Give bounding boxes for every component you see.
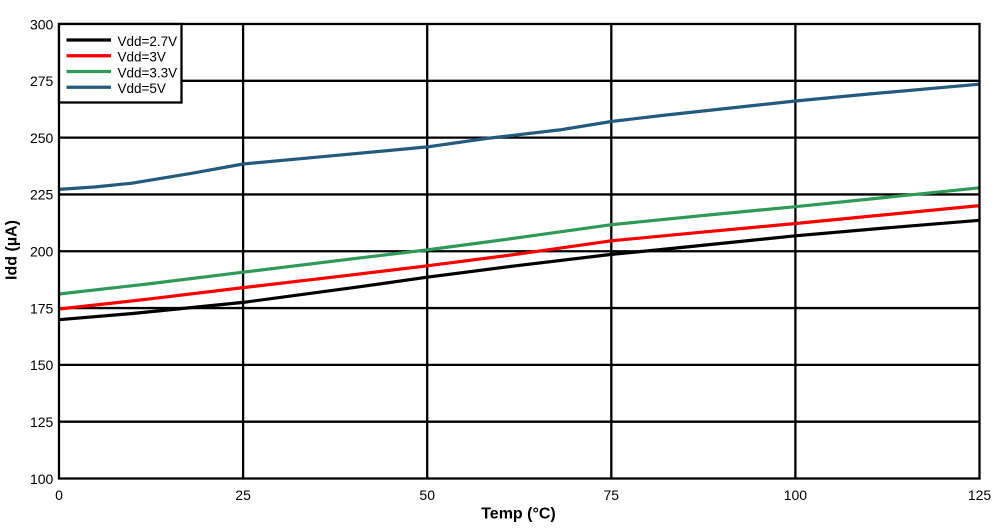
svg-text:200: 200 bbox=[30, 244, 54, 260]
svg-text:250: 250 bbox=[30, 130, 54, 146]
svg-text:50: 50 bbox=[419, 487, 435, 503]
svg-text:25: 25 bbox=[235, 487, 251, 503]
svg-text:100: 100 bbox=[784, 487, 808, 503]
svg-text:275: 275 bbox=[30, 73, 54, 89]
svg-text:0: 0 bbox=[55, 487, 63, 503]
svg-text:125: 125 bbox=[968, 487, 992, 503]
svg-text:Vdd=3.3V: Vdd=3.3V bbox=[118, 65, 178, 80]
svg-text:Idd (µA): Idd (µA) bbox=[4, 220, 21, 280]
svg-text:125: 125 bbox=[30, 414, 54, 430]
svg-text:Vdd=5V: Vdd=5V bbox=[118, 81, 166, 96]
svg-text:Vdd=2.7V: Vdd=2.7V bbox=[118, 34, 178, 49]
svg-text:175: 175 bbox=[30, 300, 54, 316]
svg-text:Temp (°C): Temp (°C) bbox=[481, 506, 556, 523]
svg-text:150: 150 bbox=[30, 357, 54, 373]
svg-text:225: 225 bbox=[30, 187, 54, 203]
svg-text:75: 75 bbox=[604, 487, 620, 503]
svg-text:100: 100 bbox=[30, 471, 54, 487]
svg-text:300: 300 bbox=[30, 16, 54, 32]
svg-text:Vdd=3V: Vdd=3V bbox=[118, 50, 166, 65]
